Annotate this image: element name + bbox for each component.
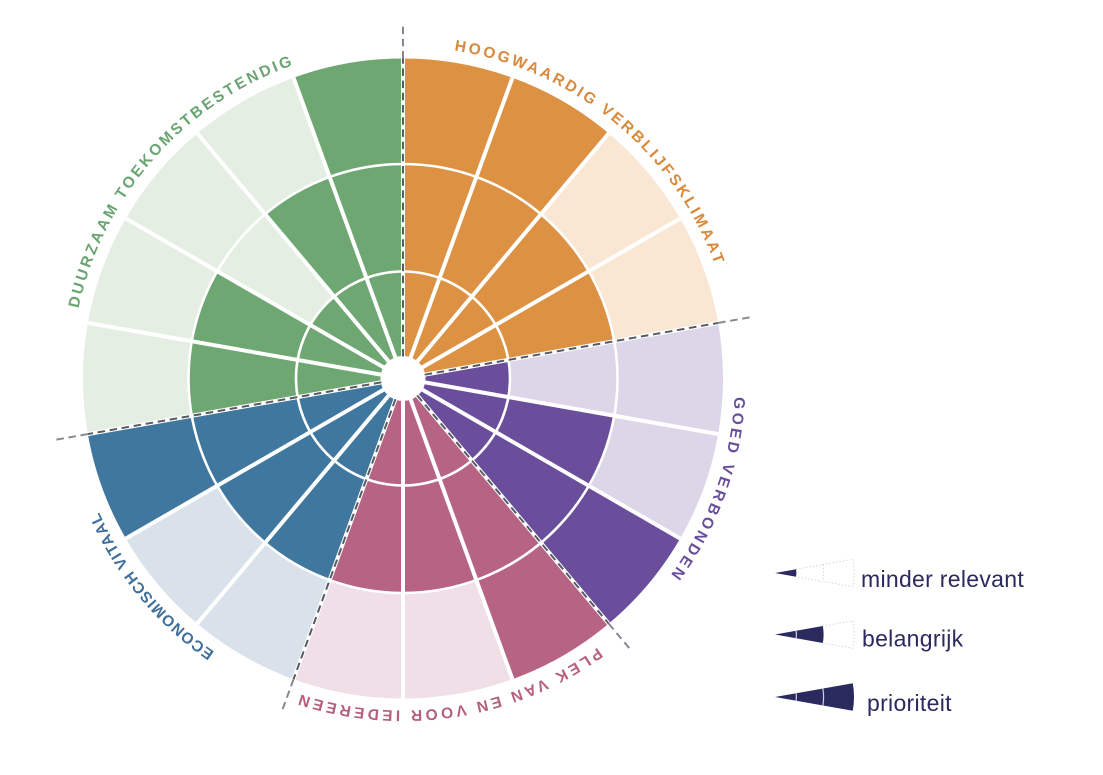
svg-text:prioriteit: prioriteit [867, 690, 952, 716]
svg-text:minder relevant: minder relevant [861, 566, 1024, 592]
svg-text:belangrijk: belangrijk [862, 626, 964, 652]
